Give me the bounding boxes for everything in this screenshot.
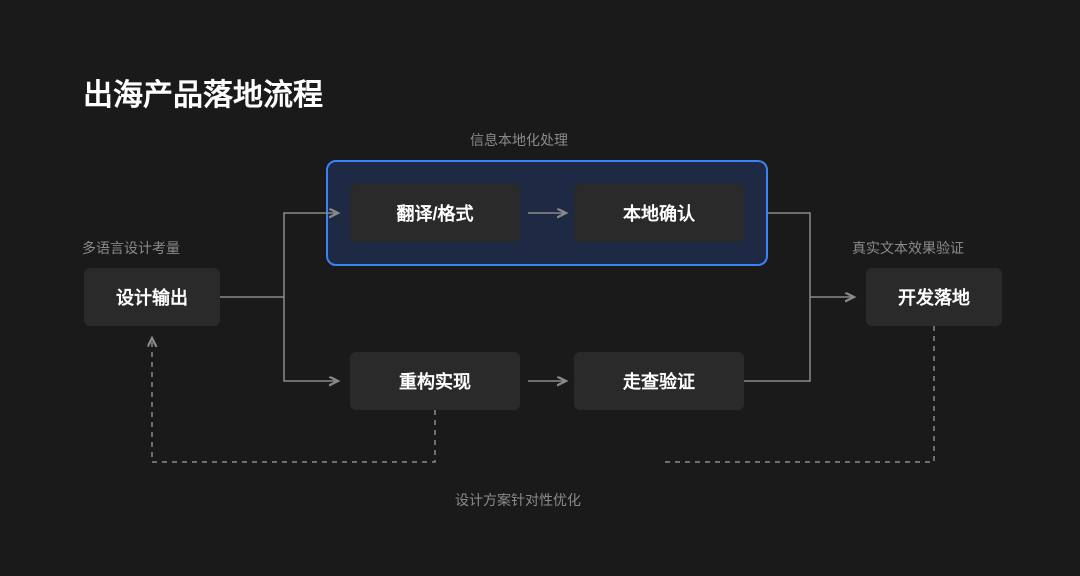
connector-verify-merge [744,297,810,381]
connector-branch-down [284,297,338,381]
node-local-confirm: 本地确认 [574,184,744,242]
node-dev-land: 开发落地 [866,268,1002,326]
label-top-center: 信息本地化处理 [470,130,568,150]
label-left: 多语言设计考量 [82,238,180,258]
label-right: 真实文本效果验证 [852,238,964,258]
label-bottom: 设计方案针对性优化 [455,490,581,510]
node-design-output: 设计输出 [84,268,220,326]
node-translate: 翻译/格式 [350,184,520,242]
node-walk-verify: 走查验证 [574,352,744,410]
node-rebuild: 重构实现 [350,352,520,410]
connector-confirm-merge [768,213,810,297]
diagram-title: 出海产品落地流程 [83,70,323,114]
